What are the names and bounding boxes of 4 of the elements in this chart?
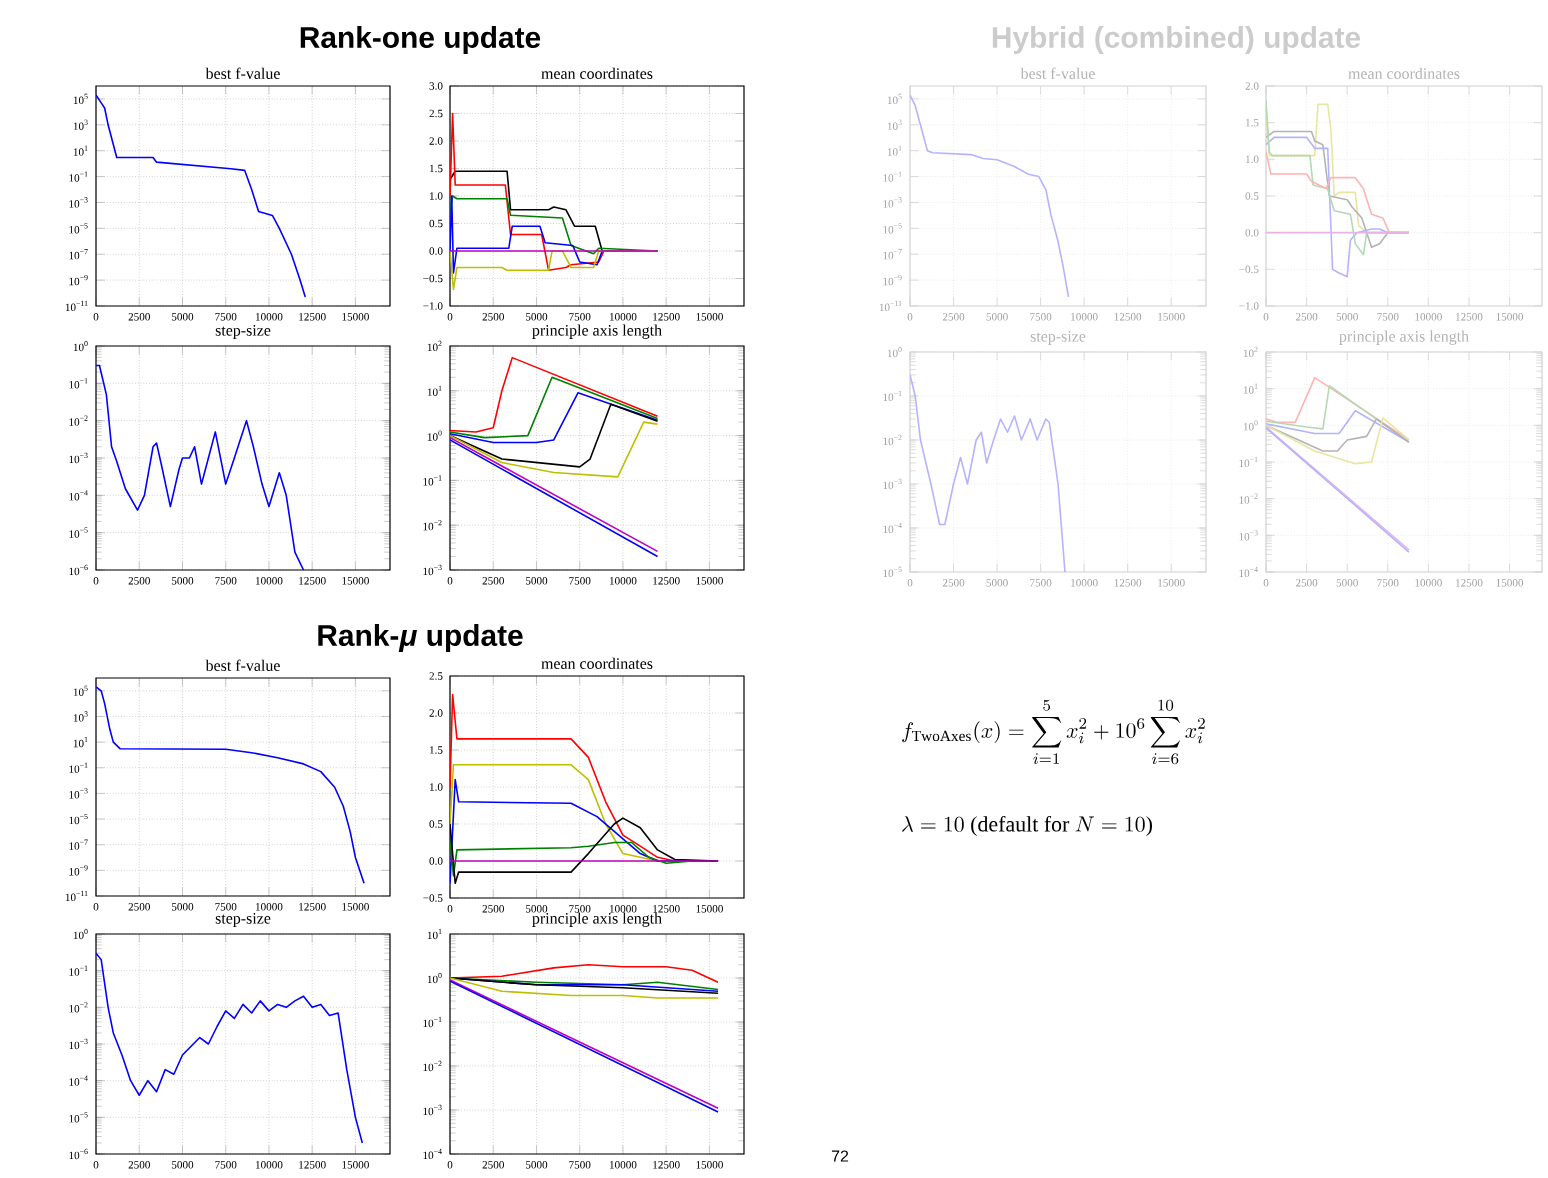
text: $\lambda = 10 \text{ (default for } N = 10\text{)}$	[902, 815, 1152, 837]
text: Rank-one update	[300, 26, 541, 54]
text: Rank-μ update	[318, 624, 523, 652]
text: $f_{\mathrm{TwoAxes}}(x) = \sum_{i=1}^{5} x_i^2 + 10^6 \sum_{i=6}^{10} x_i^2$	[902, 699, 1205, 765]
